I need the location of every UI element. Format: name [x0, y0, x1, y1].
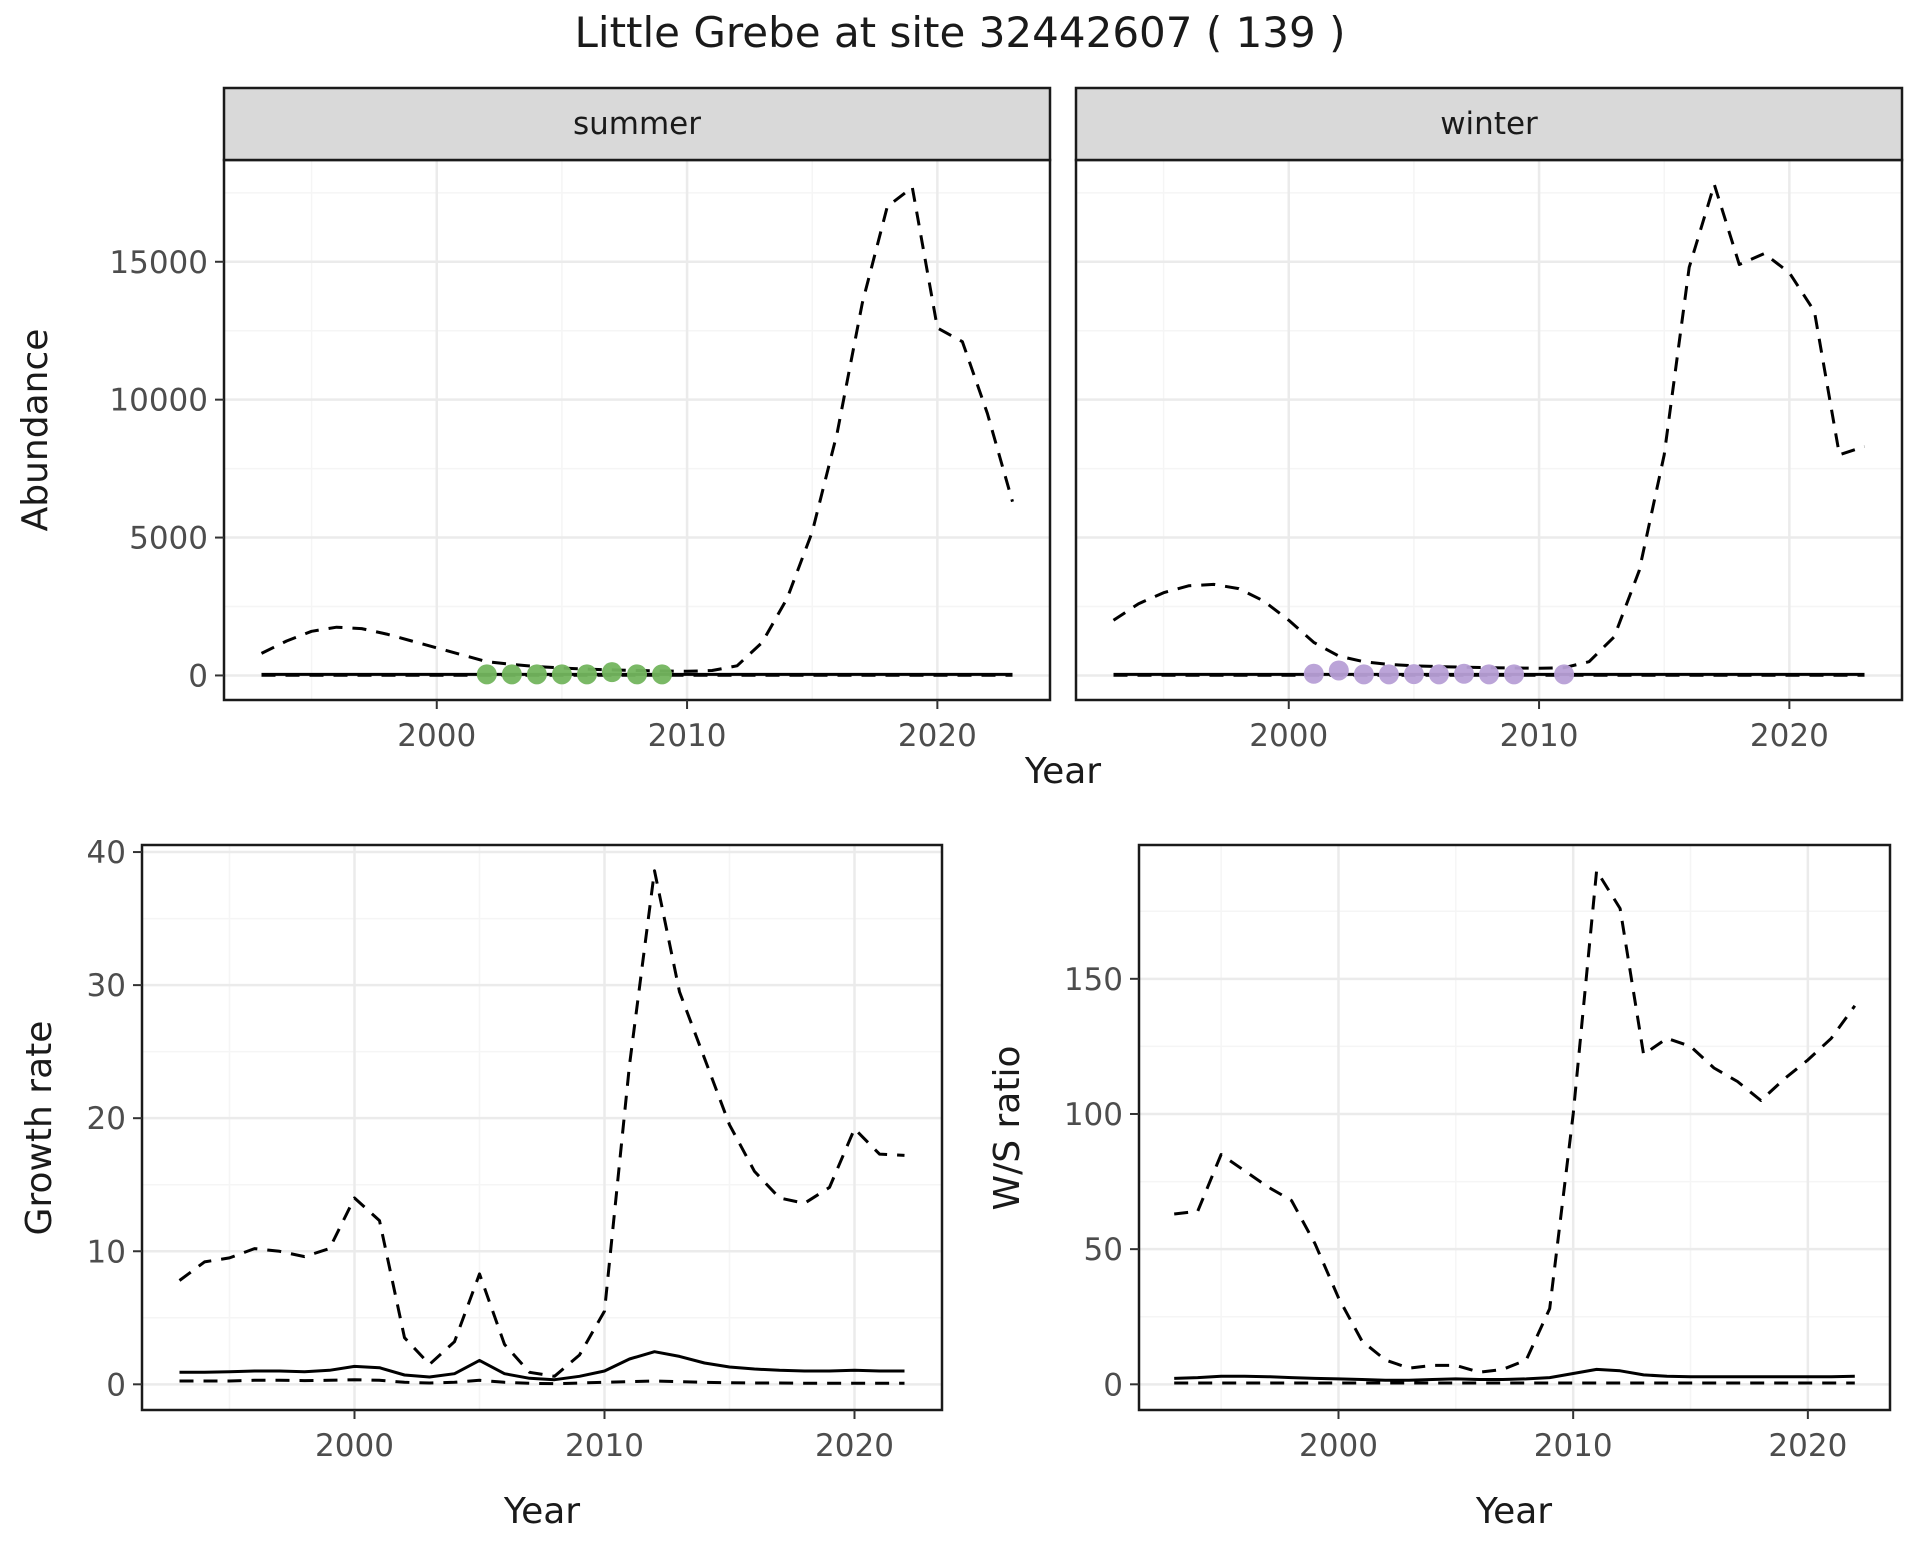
svg-text:150: 150 — [1064, 962, 1123, 998]
svg-text:0: 0 — [1103, 1367, 1123, 1403]
svg-text:2000: 2000 — [315, 1428, 394, 1464]
svg-text:0: 0 — [106, 1367, 126, 1403]
svg-text:5000: 5000 — [129, 521, 208, 557]
svg-text:10000: 10000 — [109, 383, 208, 419]
svg-text:0: 0 — [188, 658, 208, 694]
svg-text:2000: 2000 — [1299, 1428, 1378, 1464]
svg-text:2020: 2020 — [898, 718, 977, 754]
svg-text:2020: 2020 — [1750, 718, 1829, 754]
svg-text:40: 40 — [87, 835, 126, 871]
svg-text:10: 10 — [87, 1234, 126, 1270]
svg-text:2010: 2010 — [1534, 1428, 1613, 1464]
svg-text:30: 30 — [87, 968, 126, 1004]
svg-text:2020: 2020 — [815, 1428, 894, 1464]
svg-text:2000: 2000 — [1249, 718, 1328, 754]
svg-text:100: 100 — [1064, 1097, 1123, 1133]
svg-text:2010: 2010 — [1500, 718, 1579, 754]
svg-text:50: 50 — [1084, 1232, 1123, 1268]
svg-text:2010: 2010 — [648, 718, 727, 754]
svg-text:2010: 2010 — [565, 1428, 644, 1464]
svg-text:20: 20 — [87, 1101, 126, 1137]
svg-text:2020: 2020 — [1768, 1428, 1847, 1464]
svg-text:2000: 2000 — [397, 718, 476, 754]
svg-text:15000: 15000 — [109, 245, 208, 281]
